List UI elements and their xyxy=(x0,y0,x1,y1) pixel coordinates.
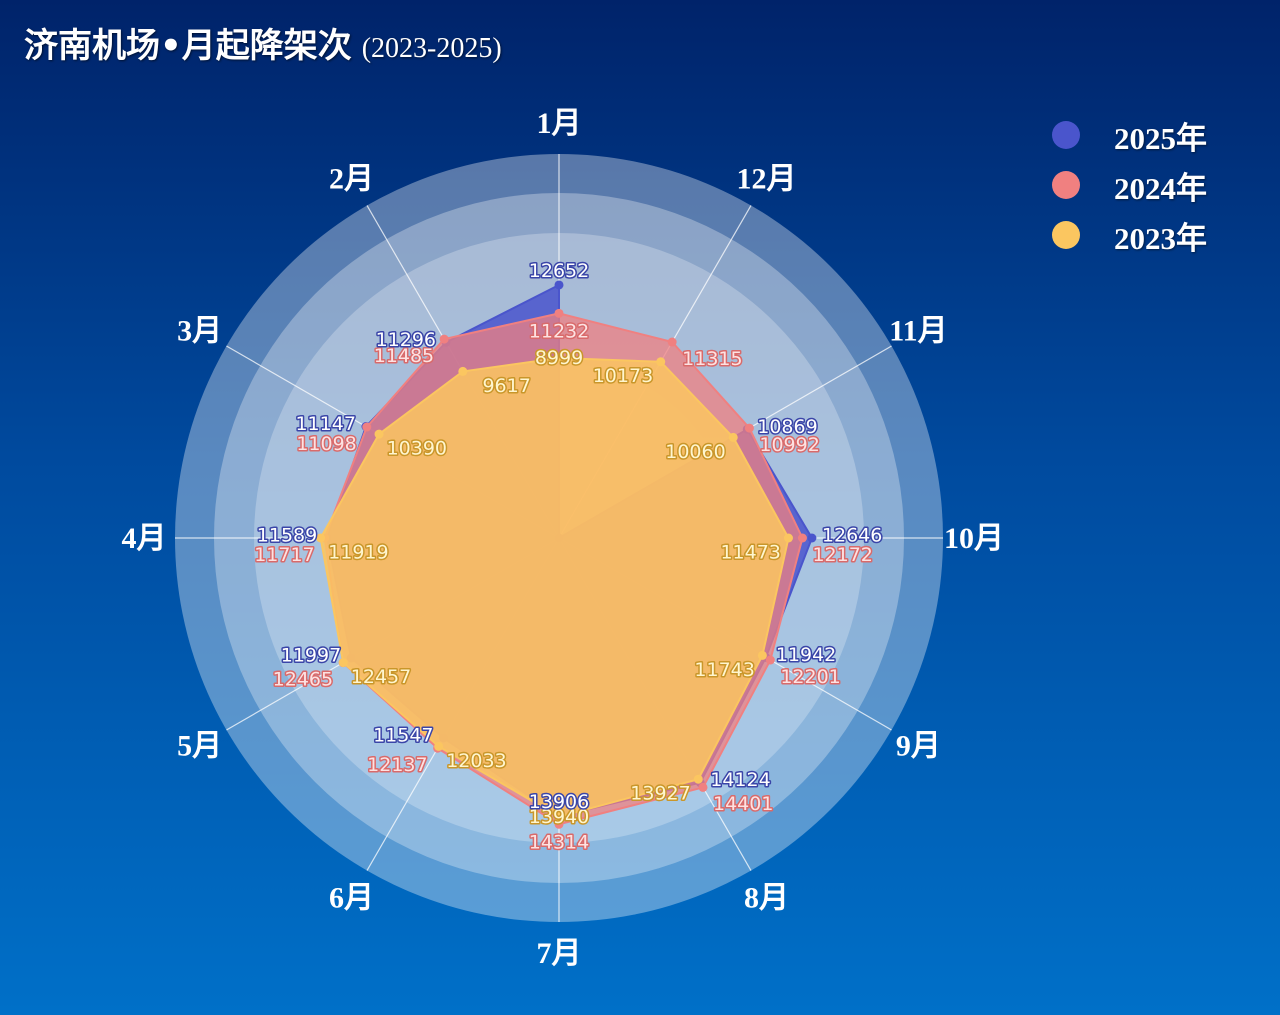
value-label-2024: 12137 xyxy=(367,754,427,776)
value-label-2024: 14314 xyxy=(529,831,589,853)
data-point-2023 xyxy=(783,533,793,543)
value-label-2024: 12201 xyxy=(780,666,840,688)
data-point-2023 xyxy=(554,353,564,363)
axis-label-month: 10月 xyxy=(944,522,1004,555)
value-label-2023: 11473 xyxy=(720,541,780,563)
value-label-2025: 13906 xyxy=(529,791,589,813)
value-label-2023: 9617 xyxy=(482,375,530,397)
value-label-2023: 8999 xyxy=(535,347,583,369)
series-layer xyxy=(316,280,817,829)
data-point-2023 xyxy=(757,650,767,660)
axis-label-month: 7月 xyxy=(537,937,582,970)
axis-label-month: 1月 xyxy=(537,107,582,140)
value-label-2024: 11315 xyxy=(682,348,742,370)
value-label-2025: 14124 xyxy=(710,769,770,791)
data-point-2024 xyxy=(744,423,754,433)
axis-label-month: 6月 xyxy=(329,881,374,914)
value-label-2023: 10390 xyxy=(387,438,447,460)
value-label-2024: 12172 xyxy=(812,544,872,566)
value-label-2025: 11296 xyxy=(376,329,436,351)
axis-label-month: 8月 xyxy=(744,881,789,914)
value-label-2023: 12457 xyxy=(351,666,411,688)
value-label-2024: 12465 xyxy=(273,668,333,690)
data-point-2024 xyxy=(797,533,807,543)
value-label-2023: 10060 xyxy=(665,441,725,463)
axis-label-month: 9月 xyxy=(896,730,941,763)
data-point-2023 xyxy=(338,658,348,668)
title-subtitle: (2023-2025) xyxy=(361,33,502,64)
legend-item-2024[interactable]: 2024年 xyxy=(1052,160,1207,210)
value-label-2023: 11919 xyxy=(328,541,388,563)
value-label-2025: 12646 xyxy=(822,525,882,547)
value-labels: 8999 10173 10060 11473 11743 13927 13940 12033 1… xyxy=(253,258,884,854)
value-label-2023: 13927 xyxy=(630,783,690,805)
value-label-2025: 11147 xyxy=(295,413,355,435)
legend-item-2023[interactable]: 2023年 xyxy=(1052,210,1207,260)
legend-label-2025: 2025年 xyxy=(1114,120,1207,156)
title-main: 济南机场•月起降架次 xyxy=(24,26,352,66)
value-label-2024: 11717 xyxy=(254,544,314,566)
data-point-2023 xyxy=(374,429,384,439)
value-label-2025: 11589 xyxy=(257,525,317,547)
data-point-2024 xyxy=(554,308,564,318)
data-point-2023 xyxy=(316,533,326,543)
value-label-2023: 12033 xyxy=(446,750,506,772)
data-point-2024 xyxy=(667,337,677,347)
legend: 2025年 2024年 2023年 xyxy=(1052,110,1207,260)
value-label-2025: 12652 xyxy=(529,260,589,282)
axis-label-month: 2月 xyxy=(329,163,374,196)
legend-label-2024: 2024年 xyxy=(1114,170,1207,206)
axis-label-month: 4月 xyxy=(122,522,167,555)
value-label-2023: 11743 xyxy=(694,659,754,681)
value-label-2025: 11547 xyxy=(373,725,433,747)
axis-label-month: 12月 xyxy=(737,163,797,196)
legend-dot-2025 xyxy=(1052,121,1080,149)
data-point-2023 xyxy=(458,366,468,376)
data-point-2023 xyxy=(554,812,564,822)
value-label-2025: 11997 xyxy=(281,645,341,667)
data-point-2023 xyxy=(656,357,666,367)
data-point-2024 xyxy=(362,422,372,432)
chart-title: 济南机场•月起降架次 (2023-2025) xyxy=(24,18,502,67)
data-point-2023 xyxy=(434,741,444,751)
value-label-2024: 11232 xyxy=(529,320,589,342)
data-point-2024 xyxy=(439,334,449,344)
data-point-2024 xyxy=(765,655,775,665)
data-point-2025 xyxy=(807,533,817,543)
legend-item-2025[interactable]: 2025年 xyxy=(1052,110,1207,160)
data-point-2023 xyxy=(693,774,703,784)
axis-labels: 1月 12月 11月 10月 9月 8月 7月 6月 5月 4月 3月 2月 xyxy=(122,107,1005,970)
value-label-2023: 13940 xyxy=(529,806,589,828)
value-label-2024: 14401 xyxy=(713,793,773,815)
value-label-2025: 11942 xyxy=(776,644,836,666)
legend-label-2023: 2023年 xyxy=(1114,220,1207,256)
value-label-2024: 11098 xyxy=(296,433,356,455)
value-label-2023: 10173 xyxy=(593,365,653,387)
axis-label-month: 5月 xyxy=(177,730,222,763)
value-label-2025: 10869 xyxy=(757,416,817,438)
data-point-2023 xyxy=(728,432,738,442)
axis-label-month: 3月 xyxy=(177,315,222,348)
data-point-2024 xyxy=(554,819,564,829)
value-label-2024: 11485 xyxy=(374,345,434,367)
data-point-2024 xyxy=(698,782,708,792)
data-point-2025 xyxy=(554,280,564,290)
legend-dot-2024 xyxy=(1052,171,1080,199)
value-label-2024: 10992 xyxy=(759,434,819,456)
axis-label-month: 11月 xyxy=(889,315,947,348)
legend-dot-2023 xyxy=(1052,221,1080,249)
